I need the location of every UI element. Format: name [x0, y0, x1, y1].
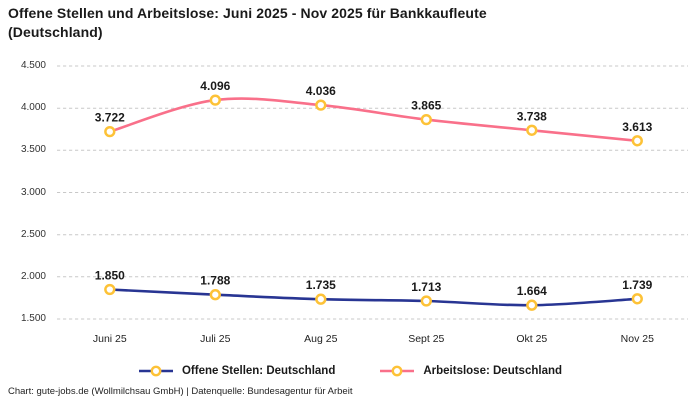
y-tick-label: 4.500 [20, 60, 46, 71]
data-label-arbeitslose: 4.036 [306, 84, 336, 98]
legend-item-offene-stellen[interactable]: Offene Stellen: Deutschland [138, 365, 335, 377]
series-line-offene-stellen [108, 288, 639, 307]
y-tick-label: 3.500 [20, 144, 46, 156]
legend-swatch-arbeitslose-icon [380, 365, 415, 377]
y-tick-label: 2.000 [20, 270, 46, 282]
data-point-offene-stellen[interactable] [209, 289, 221, 301]
legend: Offene Stellen: Deutschland Arbeitslose:… [0, 360, 700, 382]
data-label-arbeitslose: 3.738 [517, 109, 547, 123]
x-tick-label: Juni 25 [92, 333, 127, 345]
data-label-offene-stellen: 1.735 [306, 278, 336, 292]
x-tick-label: Aug 25 [304, 333, 338, 345]
y-tick-label: 3.000 [20, 186, 46, 198]
plot-area: 1.850 1.788 1.735 1.713 1.664 1.739 3.722 4.096… [57, 65, 688, 320]
data-point-arbeitslose[interactable] [315, 99, 327, 111]
x-tick-label: Juli 25 [200, 333, 231, 345]
data-point-offene-stellen[interactable] [526, 299, 538, 311]
x-axis: Juni 25 Juli 25 Aug 25 Sept 25 Okt 25 Nov 25 [57, 333, 690, 347]
y-tick-label: 1.500 [20, 313, 46, 324]
y-axis: 4.500 4.000 3.500 3.000 2.500 2.000 1.500 [0, 0, 48, 340]
data-label-arbeitslose: 4.096 [200, 79, 230, 93]
data-label-offene-stellen: 1.713 [411, 280, 441, 294]
data-point-offene-stellen[interactable] [631, 293, 643, 305]
legend-item-arbeitslose[interactable]: Arbeitslose: Deutschland [379, 365, 562, 377]
data-point-offene-stellen[interactable] [420, 295, 432, 307]
data-point-arbeitslose[interactable] [526, 124, 538, 136]
data-point-arbeitslose[interactable] [104, 125, 116, 138]
data-point-offene-stellen[interactable] [315, 293, 327, 305]
data-label-offene-stellen: 1.850 [95, 269, 125, 283]
y-tick-label: 2.500 [20, 228, 46, 240]
data-label-arbeitslose: 3.613 [622, 120, 652, 134]
y-tick-label: 4.000 [20, 102, 46, 114]
legend-label-offene-stellen: Offene Stellen: Deutschland [181, 365, 336, 377]
data-label-offene-stellen: 1.739 [622, 278, 652, 292]
x-tick-label: Okt 25 [516, 333, 548, 345]
data-point-arbeitslose[interactable] [631, 135, 643, 147]
data-label-arbeitslose: 3.722 [95, 111, 125, 125]
legend-swatch-offene-stellen-icon [138, 365, 173, 377]
data-label-offene-stellen: 1.664 [517, 284, 547, 298]
legend-label-arbeitslose: Arbeitslose: Deutschland [423, 365, 563, 377]
data-point-arbeitslose[interactable] [420, 113, 432, 126]
attribution-text: Chart: gute-jobs.de (Wollmilchsau GmbH) … [8, 386, 353, 397]
chart-title: Offene Stellen und Arbeitslose: Juni 202… [8, 5, 487, 41]
data-label-arbeitslose: 3.865 [411, 99, 441, 113]
data-label-offene-stellen: 1.788 [200, 274, 230, 288]
x-tick-label: Sept 25 [408, 333, 445, 345]
data-point-arbeitslose[interactable] [209, 94, 221, 106]
x-tick-label: Nov 25 [620, 333, 654, 345]
series-line-arbeitslose [108, 97, 639, 143]
data-point-offene-stellen[interactable] [104, 283, 116, 296]
